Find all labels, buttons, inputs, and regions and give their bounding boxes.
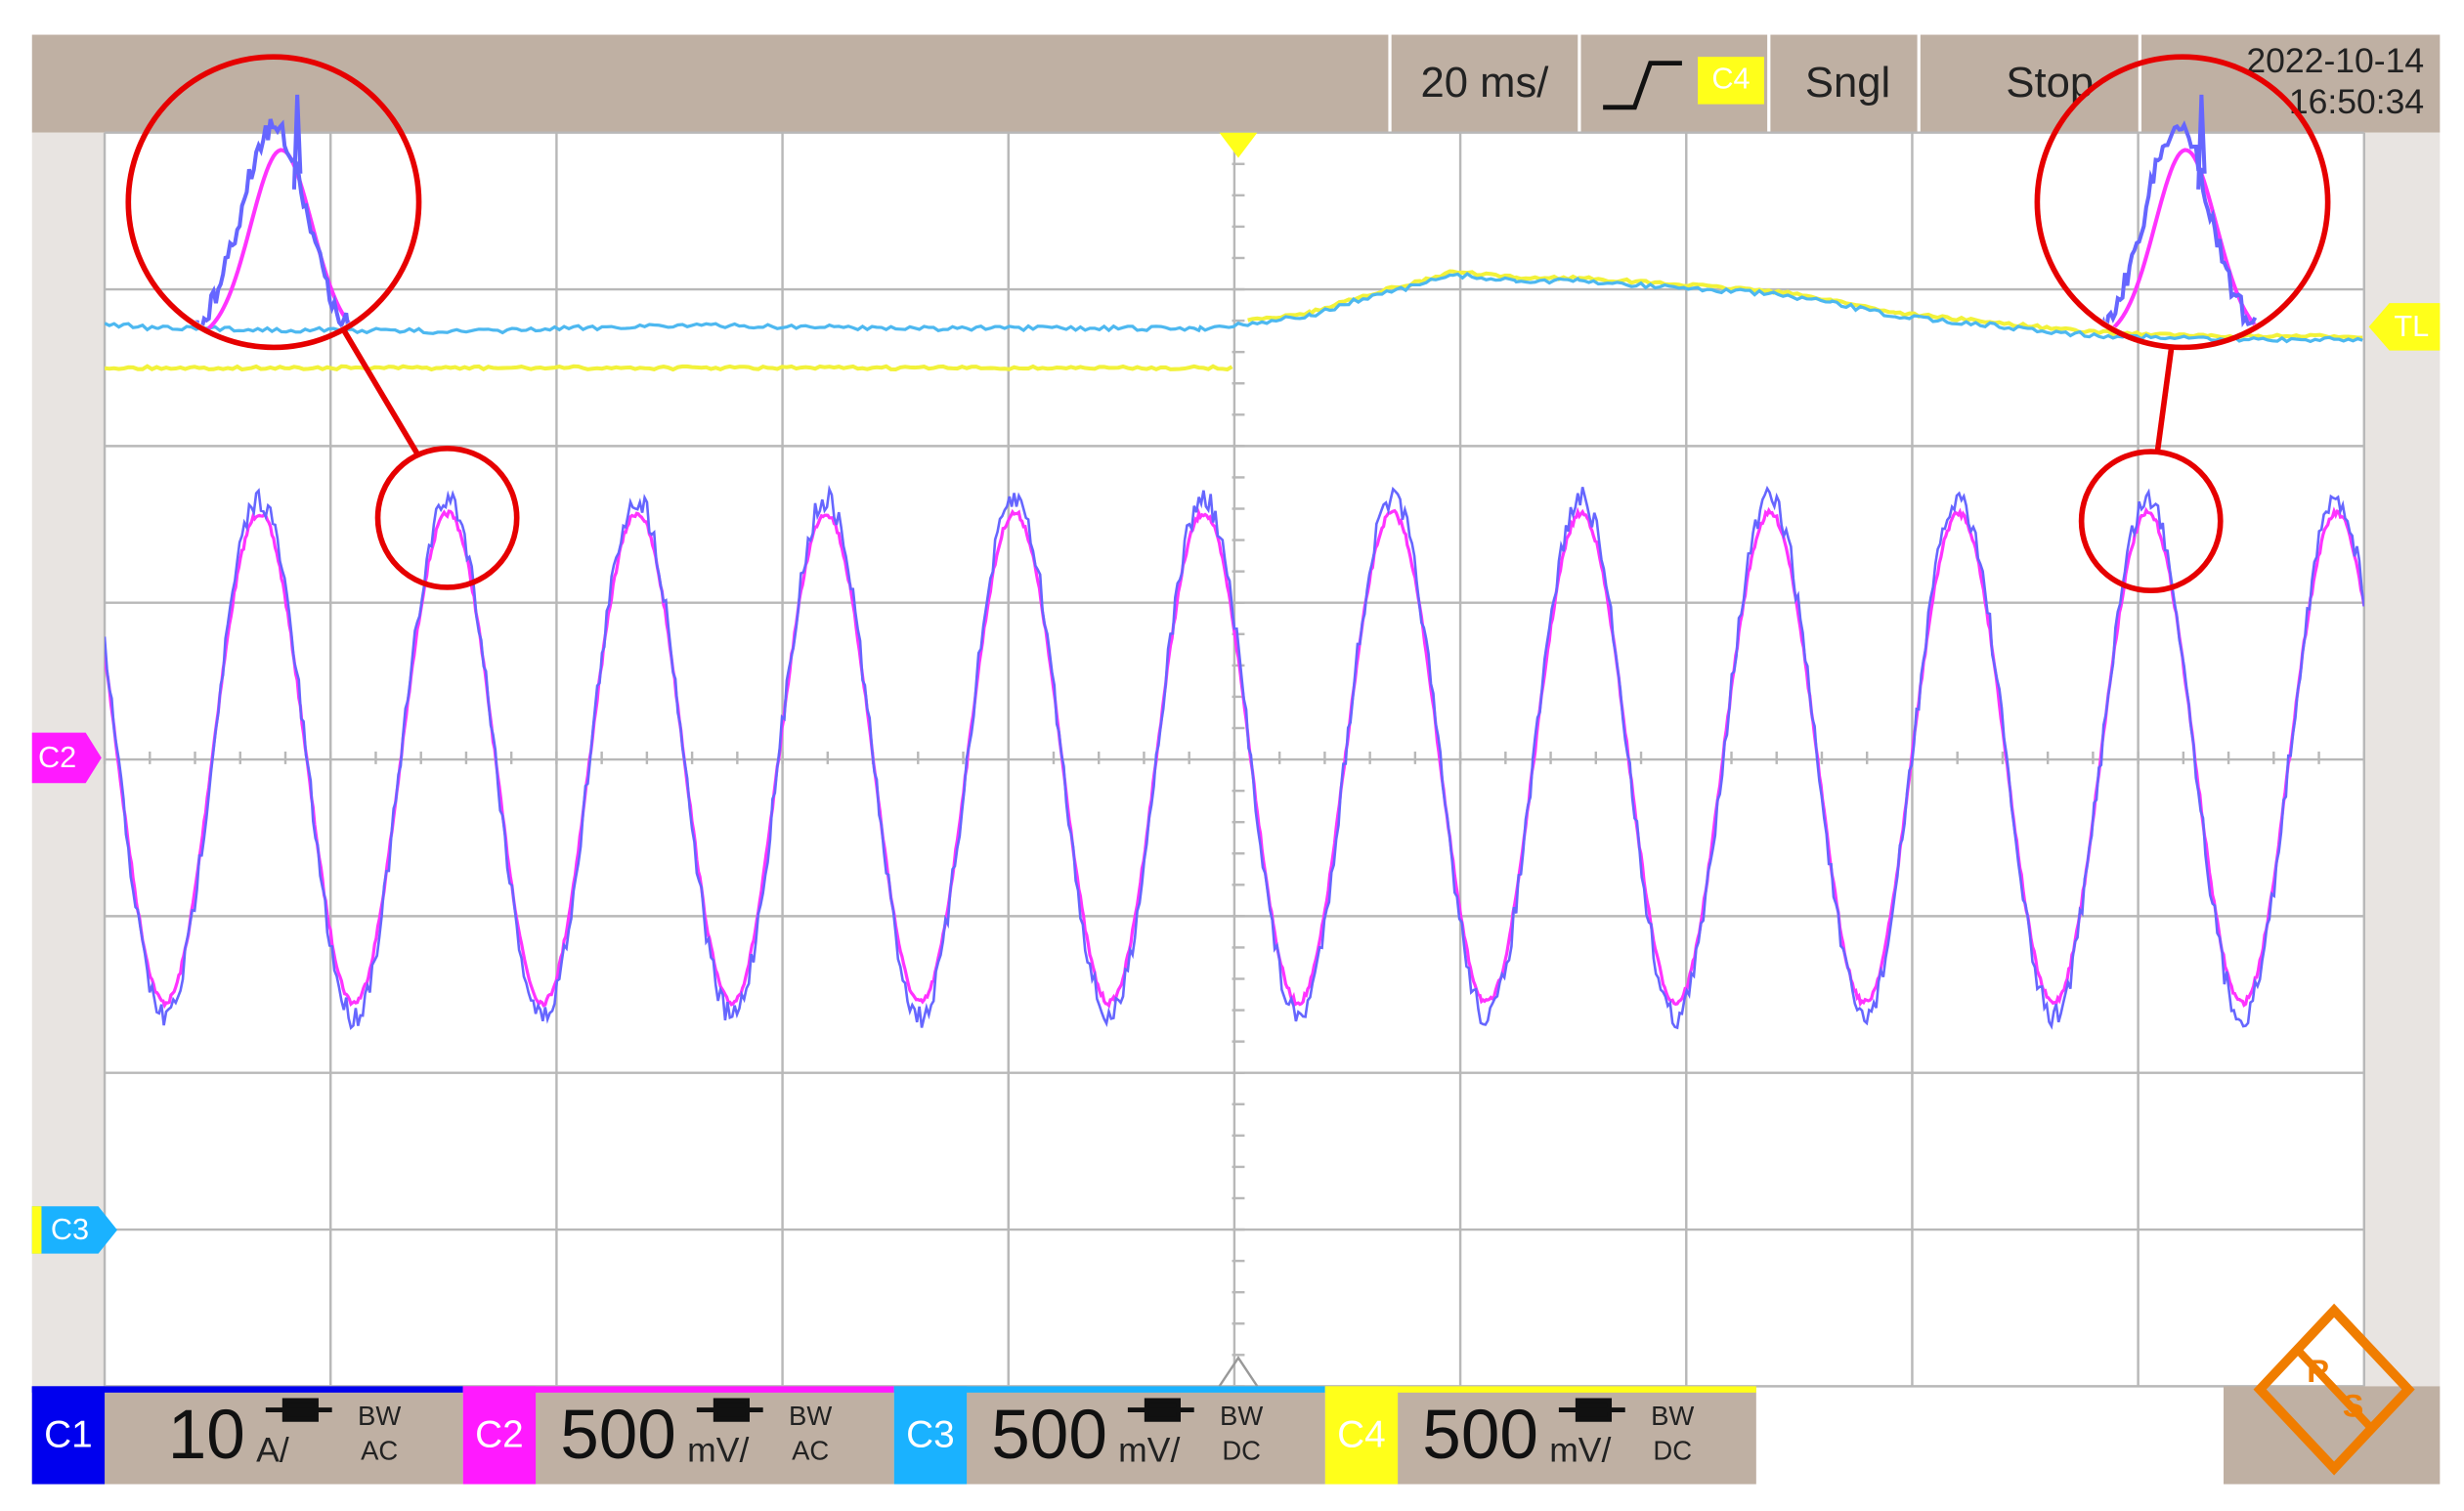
channel-label-box [1324, 1386, 1399, 1485]
zoom-c2 [2105, 148, 2265, 335]
trigger-position-marker [1219, 132, 1258, 158]
channel-coupling: DC [1222, 1435, 1261, 1465]
channel-label-box [31, 1386, 106, 1485]
zoom-right [2097, 94, 2265, 336]
zoom-c2 [201, 148, 361, 335]
zoom-left [193, 94, 361, 340]
date: 2022-10-14 [2246, 41, 2424, 80]
zoom-c1 [2097, 94, 2258, 336]
channel-label-box [462, 1386, 537, 1485]
logo-letter: R [2307, 1354, 2329, 1389]
c3-marker-label: C3 [51, 1212, 89, 1246]
c3-offset-marker[interactable] [31, 1206, 117, 1254]
channel-scale: 500 [1422, 1397, 1538, 1474]
channel-label: C3 [906, 1413, 955, 1455]
channel-scale: 500 [560, 1397, 676, 1474]
channel-bandwidth: BW [789, 1401, 832, 1431]
trigger-source-box [1698, 57, 1764, 105]
channel-color-strip [31, 1386, 463, 1393]
channel-bar: C1 10 A/BW AC C2 500 mV/BW AC C3 500 mV/BW DC C4 500 m… [31, 1386, 1756, 1485]
channel-bandwidth: BW [1651, 1401, 1694, 1431]
probe-icon [1558, 1398, 1625, 1422]
channel-color-strip [1324, 1386, 1756, 1393]
c2-marker-label: C2 [38, 740, 76, 774]
channel-label: C1 [44, 1413, 93, 1455]
c3-waveform [105, 272, 2363, 344]
probe-icon [265, 1398, 332, 1422]
probe-icon [1127, 1398, 1194, 1422]
acquisition-mode[interactable]: Sngl [1805, 60, 1890, 107]
zoom-c1 [193, 94, 353, 340]
channel-color-strip [893, 1386, 1325, 1393]
top-bar [31, 34, 2441, 133]
probe-icon [696, 1398, 763, 1422]
trigger-level-marker[interactable] [2368, 303, 2441, 351]
channel-coupling: AC [792, 1435, 829, 1465]
c1-waveform [105, 484, 2364, 1030]
logo: R S [2253, 1303, 2415, 1476]
channel-coupling: DC [1653, 1435, 1692, 1465]
channel-coupling: AC [361, 1435, 398, 1465]
channel-unit: mV/ [687, 1431, 749, 1470]
trigger-level-label: TL [2394, 309, 2429, 343]
channel-unit: A/ [256, 1431, 289, 1470]
annotations [125, 54, 2331, 594]
channel-bandwidth: BW [1220, 1401, 1263, 1431]
channel-unit: mV/ [1549, 1431, 1611, 1470]
channel-bandwidth: BW [358, 1401, 401, 1431]
trigger-source[interactable]: C4 [1711, 61, 1750, 95]
channel-label: C2 [475, 1413, 524, 1455]
time: 16:50:34 [2289, 82, 2424, 121]
timebase[interactable]: 20 ms/ [1421, 60, 1550, 107]
channel-scale: 500 [991, 1397, 1107, 1474]
channel-scale: 10 [168, 1397, 245, 1474]
waveforms [105, 269, 2364, 1030]
c2-offset-marker[interactable] [31, 732, 102, 784]
logo-letter: S [2343, 1389, 2364, 1424]
trigger-edge-icon [1603, 61, 1682, 110]
trigger-bottom-marker [1218, 1356, 1259, 1388]
channel-color-strip [462, 1386, 894, 1393]
channel-label-box [893, 1386, 968, 1485]
channel-label: C4 [1337, 1413, 1386, 1455]
channel-unit: mV/ [1118, 1431, 1180, 1470]
